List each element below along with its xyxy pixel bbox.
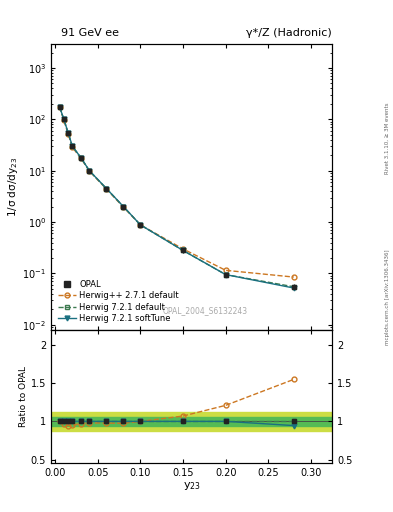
Y-axis label: 1/σ dσ/dy$_{23}$: 1/σ dσ/dy$_{23}$: [6, 157, 20, 217]
Text: OPAL_2004_S6132243: OPAL_2004_S6132243: [163, 307, 248, 315]
Legend: OPAL, Herwig++ 2.7.1 default, Herwig 7.2.1 default, Herwig 7.2.1 softTune: OPAL, Herwig++ 2.7.1 default, Herwig 7.2…: [55, 277, 182, 326]
Text: mcplots.cern.ch [arXiv:1306.3436]: mcplots.cern.ch [arXiv:1306.3436]: [385, 249, 390, 345]
Y-axis label: Ratio to OPAL: Ratio to OPAL: [19, 366, 28, 427]
Text: 91 GeV ee: 91 GeV ee: [61, 28, 119, 38]
Text: Rivet 3.1.10, ≥ 3M events: Rivet 3.1.10, ≥ 3M events: [385, 102, 390, 174]
Text: γ*/Z (Hadronic): γ*/Z (Hadronic): [246, 28, 332, 38]
X-axis label: y$_{23}$: y$_{23}$: [183, 480, 200, 492]
